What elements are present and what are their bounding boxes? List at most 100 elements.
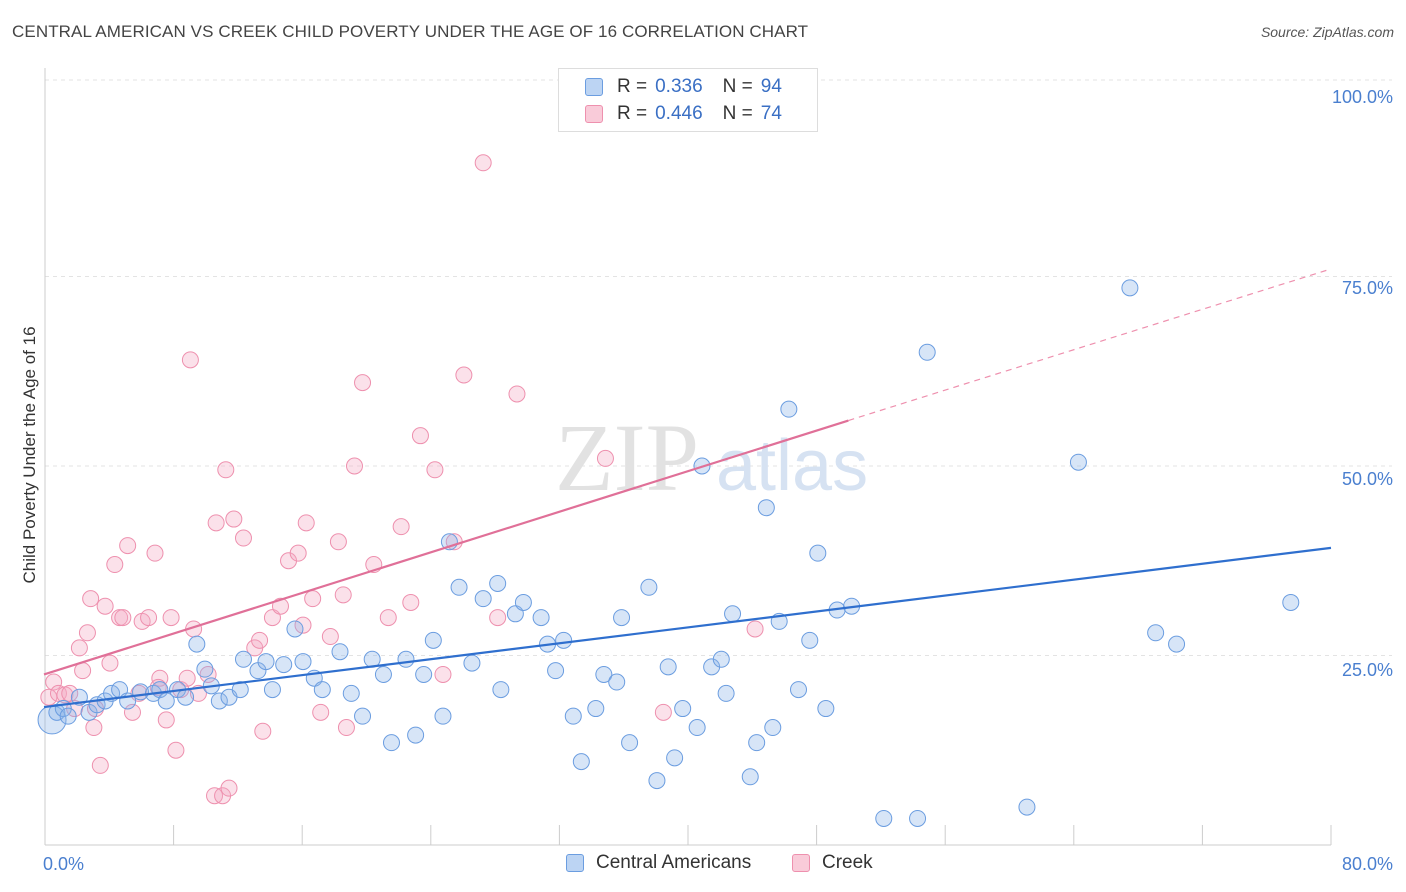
y-tick-label: 50.0%	[1342, 469, 1393, 489]
creek-point	[96, 597, 114, 615]
central-american-point	[717, 684, 735, 702]
chart-title: CENTRAL AMERICAN VS CREEK CHILD POVERTY …	[12, 22, 809, 41]
creek-point	[596, 449, 614, 467]
creek-point	[434, 665, 452, 683]
grid-lines	[45, 79, 1392, 656]
axes	[44, 68, 1332, 846]
creek-point	[297, 514, 315, 532]
central-american-point	[234, 650, 252, 668]
legend-n-label: N =	[722, 76, 753, 97]
central-american-point	[59, 707, 77, 725]
creek-point	[82, 590, 100, 608]
central-american-point	[286, 620, 304, 638]
creek-point	[474, 154, 492, 172]
central-american-point	[424, 631, 442, 649]
central-american-point	[1069, 453, 1087, 471]
central-american-point	[724, 605, 742, 623]
central-american-point	[764, 719, 782, 737]
central-american-point	[275, 656, 293, 674]
y-tick-label: 25.0%	[1342, 660, 1393, 680]
central-american-point	[210, 692, 228, 710]
central-american-point	[688, 719, 706, 737]
central-american-point	[757, 499, 775, 517]
y-tick-label: 75.0%	[1342, 278, 1393, 298]
creek-point	[225, 510, 243, 528]
creek-point	[70, 639, 88, 657]
legend-r-label: R =	[617, 76, 648, 97]
creek-point	[254, 722, 272, 740]
creek-point	[234, 529, 252, 547]
creek-point	[334, 586, 352, 604]
legend-row-creek: R = 0.446 N = 74	[585, 101, 782, 127]
creek-point	[178, 669, 196, 687]
creek-point	[654, 703, 672, 721]
legend-row-central-americans: R = 0.336 N = 94	[585, 74, 782, 100]
creek-point	[45, 673, 63, 691]
legend-r-value: 0.446	[655, 103, 703, 124]
creek-point	[207, 514, 225, 532]
creek-point	[379, 609, 397, 627]
bottom-legend-creek: Creek	[792, 852, 873, 874]
y-tick-label: 100.0%	[1332, 87, 1393, 107]
central-american-point	[532, 609, 550, 627]
central-american-point	[595, 665, 613, 683]
central-american-point	[1168, 635, 1186, 653]
creek-point	[85, 719, 103, 737]
central-american-point	[374, 665, 392, 683]
central-american-point	[257, 653, 275, 671]
creek-point	[162, 609, 180, 627]
bottom-legend-swatch-pink	[792, 854, 810, 872]
central-american-point	[648, 772, 666, 790]
central-american-point	[587, 700, 605, 718]
central-american-point	[313, 681, 331, 699]
central-american-point	[397, 650, 415, 668]
creek-point	[140, 609, 158, 627]
creek-point	[746, 620, 764, 638]
central-american-trend-line	[43, 546, 1332, 709]
central-american-point	[817, 700, 835, 718]
legend: R = 0.336 N = 94 R = 0.446 N = 74	[558, 68, 818, 132]
central-american-point	[463, 654, 481, 672]
watermark-zip: ZIP	[555, 404, 699, 511]
bottom-legend-label: Central Americans	[596, 852, 752, 873]
creek-point	[402, 593, 420, 611]
legend-swatch-pink	[585, 105, 603, 123]
creek-point	[167, 741, 185, 759]
central-american-point	[177, 688, 195, 706]
central-american-point	[434, 707, 452, 725]
central-american-point	[547, 662, 565, 680]
chart-source: Source: ZipAtlas.com	[1260, 24, 1394, 40]
central-american-point	[492, 681, 510, 699]
central-american-point	[342, 684, 360, 702]
bottom-legend: Central Americans Creek	[0, 852, 1406, 878]
central-american-point	[741, 768, 759, 786]
central-american-point	[1282, 593, 1300, 611]
central-american-point	[555, 631, 573, 649]
central-american-point	[1018, 798, 1036, 816]
creek-point	[411, 427, 429, 445]
central-american-point	[354, 707, 372, 725]
central-american-point	[407, 726, 425, 744]
central-american-point	[875, 809, 893, 827]
central-american-point	[659, 658, 677, 676]
creek-point	[321, 628, 339, 646]
central-american-point	[621, 734, 639, 752]
creek-point	[101, 654, 119, 672]
legend-n-label: N =	[722, 103, 753, 124]
central-american-points	[37, 279, 1300, 827]
creek-point	[329, 533, 347, 551]
tick-labels: 100.0% 75.0% 50.0% 25.0% 0.0% 80.0%	[43, 87, 1393, 874]
creek-point	[119, 537, 137, 555]
creek-point	[312, 703, 330, 721]
creek-point	[91, 756, 109, 774]
central-american-point	[801, 631, 819, 649]
watermark: ZIP atlas	[555, 404, 868, 511]
central-american-point	[231, 681, 249, 699]
central-american-point	[1147, 624, 1165, 642]
trend-lines	[43, 268, 1332, 709]
creek-point	[354, 374, 372, 392]
central-american-point	[188, 635, 206, 653]
creek-point	[489, 609, 507, 627]
creek-point	[220, 779, 238, 797]
